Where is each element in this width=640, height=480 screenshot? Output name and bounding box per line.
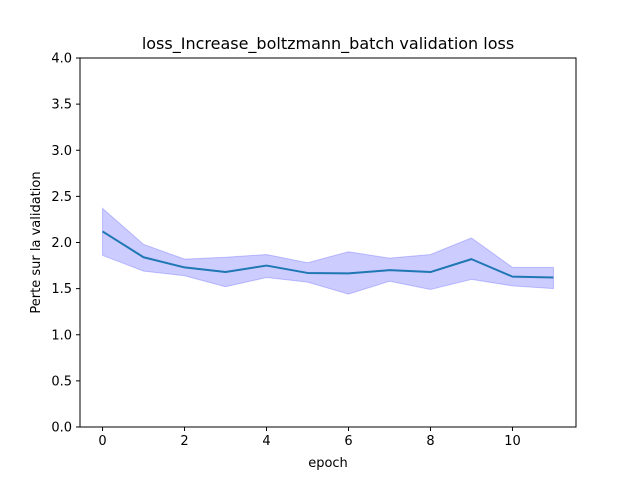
x-axis-label: epoch bbox=[308, 456, 348, 471]
y-tick-label: 3.5 bbox=[51, 98, 72, 113]
y-tick-label: 2.5 bbox=[51, 190, 72, 205]
chart-title: loss_Increase_boltzmann_batch validation… bbox=[142, 34, 514, 54]
y-tick-label: 3.0 bbox=[51, 144, 72, 159]
x-tick-label: 0 bbox=[98, 434, 106, 449]
y-tick-label: 1.5 bbox=[51, 282, 72, 297]
series-line-layer bbox=[102, 230, 554, 279]
x-tick-label: 4 bbox=[262, 434, 270, 449]
y-tick-label: 2.0 bbox=[51, 236, 72, 251]
y-axis: 0.0 0.5 1.0 1.5 2.0 2.5 3.0 3.5 4.0 bbox=[51, 52, 80, 436]
y-tick-label: 4.0 bbox=[51, 52, 72, 67]
y-tick-label: 1.0 bbox=[51, 328, 72, 343]
confidence-band-layer bbox=[102, 207, 554, 295]
x-tick-label: 2 bbox=[180, 434, 188, 449]
x-tick-label: 6 bbox=[344, 434, 352, 449]
x-axis: 0 2 4 6 8 10 bbox=[98, 427, 521, 449]
series-0-confidence-band bbox=[102, 207, 554, 295]
x-tick-label: 8 bbox=[426, 434, 434, 449]
y-axis-label: Perte sur la validation bbox=[29, 171, 44, 313]
y-tick-label: 0.0 bbox=[51, 421, 72, 436]
series-0-line bbox=[102, 230, 554, 279]
y-tick-label: 0.5 bbox=[51, 374, 72, 389]
x-tick-label: 10 bbox=[504, 434, 521, 449]
